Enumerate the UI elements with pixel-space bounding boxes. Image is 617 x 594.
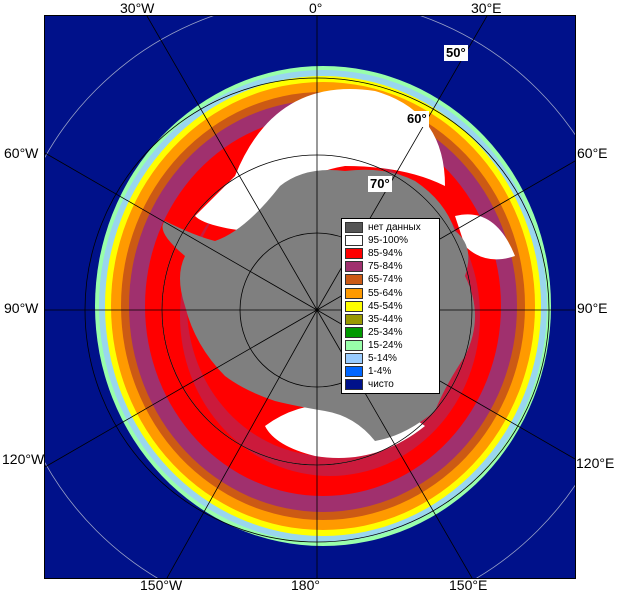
lat-label-70: 70° (368, 176, 392, 192)
legend-label: 85-94% (368, 248, 403, 260)
lon-label-90w: 90°W (4, 300, 39, 316)
lon-label-90e: 90°E (577, 300, 608, 316)
legend-label: 95-100% (368, 235, 409, 247)
legend-item: 55-64% (345, 286, 437, 299)
legend-swatch (345, 313, 363, 325)
legend-label: 45-54% (368, 300, 403, 312)
legend-item: 75-84% (345, 260, 437, 273)
legend-item: 25-34% (345, 326, 437, 339)
ice-band-95-100-weddell (195, 89, 445, 231)
lon-label-180: 180° (291, 577, 320, 593)
legend-swatch (345, 222, 363, 234)
lon-label-60e: 60°E (577, 145, 608, 161)
legend-item: 1-4% (345, 365, 437, 378)
legend-label: 5-14% (368, 352, 397, 364)
legend-swatch (345, 326, 363, 338)
lat-label-50: 50° (444, 45, 468, 61)
legend-label: 35-44% (368, 313, 403, 325)
map-canvas (45, 16, 575, 578)
legend-item: 85-94% (345, 247, 437, 260)
meridian-150w (166, 309, 318, 578)
lon-label-150w: 150°W (140, 577, 183, 593)
lon-label-120w: 120°W (2, 451, 45, 467)
legend-swatch (345, 379, 363, 391)
legend-item: 45-54% (345, 300, 437, 313)
lon-label-0: 0° (309, 0, 323, 16)
graticule (45, 16, 575, 578)
legend-swatch (345, 339, 363, 351)
meridian-120w (45, 309, 318, 468)
lon-label-30w: 30°W (120, 0, 155, 16)
sea-ice-map (44, 15, 576, 579)
map-legend: нет данных 95-100% 85-94% 75-84% 65-74% 55-64… (341, 218, 440, 395)
legend-label: 55-64% (368, 287, 403, 299)
legend-label: 25-34% (368, 326, 403, 338)
legend-item: 15-24% (345, 339, 437, 352)
legend-item: 35-44% (345, 313, 437, 326)
legend-label: 1-4% (368, 366, 392, 378)
lon-label-150e: 150°E (449, 577, 488, 593)
lon-label-30e: 30°E (471, 0, 502, 16)
legend-label: нет данных (368, 222, 421, 234)
legend-label: 75-84% (368, 261, 403, 273)
legend-swatch (345, 366, 363, 378)
legend-swatch (345, 235, 363, 247)
lon-label-60w: 60°W (4, 145, 39, 161)
legend-label: 65-74% (368, 274, 403, 286)
legend-label: 15-24% (368, 339, 403, 351)
legend-swatch (345, 352, 363, 364)
ice-band-95-100-east (455, 214, 515, 260)
legend-swatch (345, 248, 363, 260)
legend-item: 65-74% (345, 273, 437, 286)
meridian-30 (146, 16, 318, 311)
meridian-60w (45, 152, 318, 311)
legend-label: чисто (368, 379, 394, 391)
legend-item: нет данных (345, 221, 437, 234)
legend-swatch (345, 274, 363, 286)
legend-item: чисто (345, 378, 437, 391)
legend-swatch (345, 300, 363, 312)
lat-label-60: 60° (405, 111, 429, 127)
legend-item: 95-100% (345, 234, 437, 247)
legend-item: 5-14% (345, 352, 437, 365)
legend-swatch (345, 287, 363, 299)
lon-label-120e: 120°E (576, 455, 615, 471)
legend-swatch (345, 261, 363, 273)
